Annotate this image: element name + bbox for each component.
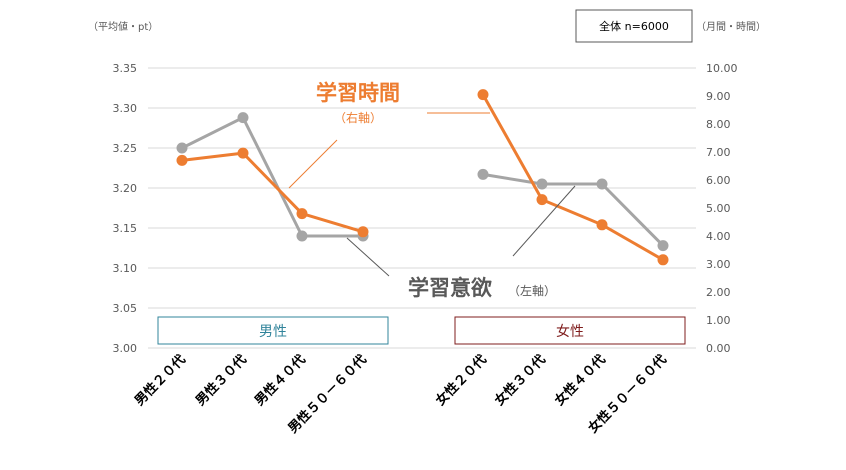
left-tick-label: 3.35 <box>113 62 138 75</box>
category-label: 男性３０代 <box>193 352 250 409</box>
right-tick-label: 7.00 <box>706 146 731 159</box>
series-line-motivation <box>482 172 665 247</box>
group-box-male <box>157 316 389 345</box>
annotation-line-study-time-left <box>288 139 338 189</box>
left-tick-label: 3.05 <box>113 302 138 315</box>
right-tick-label: 1.00 <box>706 314 731 327</box>
category-label: 男性４０代 <box>252 352 309 409</box>
left-tick-label: 3.30 <box>113 102 138 115</box>
annotation-line-motivation-right <box>512 185 576 257</box>
data-point-study-time <box>296 208 308 220</box>
annotation-motivation: 学習意欲 <box>408 276 492 300</box>
data-point-study-time <box>657 254 669 266</box>
right-axis-unit: （月間・時間） <box>696 21 766 33</box>
group-label-male: 男性 <box>259 324 287 340</box>
data-point-motivation <box>237 112 249 124</box>
annotation-motivation-axis: （左軸） <box>508 283 556 298</box>
right-tick-label: 8.00 <box>706 118 731 131</box>
group-box-female <box>454 316 686 345</box>
data-point-study-time <box>596 219 608 231</box>
data-point-motivation <box>296 230 308 242</box>
data-point-motivation <box>657 240 669 252</box>
right-tick-label: 6.00 <box>706 174 731 187</box>
right-tick-label: 0.00 <box>706 342 731 355</box>
sample-size-label: 全体 n=6000 <box>599 19 669 33</box>
annotation-study-time: 学習時間 <box>316 81 400 105</box>
left-tick-label: 3.25 <box>113 142 138 155</box>
right-tick-label: 3.00 <box>706 258 731 271</box>
data-point-study-time <box>477 89 489 101</box>
left-tick-label: 3.10 <box>113 262 138 275</box>
right-tick-label: 9.00 <box>706 90 731 103</box>
category-label: 女性３０代 <box>492 352 549 409</box>
category-label: 女性２０代 <box>433 352 490 409</box>
data-point-study-time <box>357 226 369 238</box>
group-label-female: 女性 <box>556 323 584 340</box>
right-tick-label: 10.00 <box>706 62 738 75</box>
series-line-motivation <box>181 116 363 238</box>
annotation-line-motivation-left <box>346 237 390 277</box>
series-line-study-time <box>181 151 364 234</box>
data-point-motivation <box>477 168 489 180</box>
right-tick-label: 4.00 <box>706 230 731 243</box>
left-tick-label: 3.00 <box>113 342 138 355</box>
data-point-study-time <box>176 154 188 166</box>
data-point-motivation <box>596 178 608 190</box>
data-point-study-time <box>237 147 249 159</box>
left-tick-label: 3.15 <box>113 222 138 235</box>
sample-size-box <box>575 9 693 43</box>
category-label: 男性２０代 <box>132 352 189 409</box>
data-point-motivation <box>536 178 548 190</box>
right-tick-label: 2.00 <box>706 286 731 299</box>
data-point-study-time <box>536 194 548 206</box>
data-point-motivation <box>176 142 188 154</box>
left-tick-label: 3.20 <box>113 182 138 195</box>
right-tick-label: 5.00 <box>706 202 731 215</box>
series-line-study-time <box>481 93 664 262</box>
annotation-study-time-axis: （右軸） <box>334 110 382 125</box>
left-axis-unit: （平均値・pt） <box>88 20 158 33</box>
category-label: 女性４０代 <box>552 352 609 409</box>
